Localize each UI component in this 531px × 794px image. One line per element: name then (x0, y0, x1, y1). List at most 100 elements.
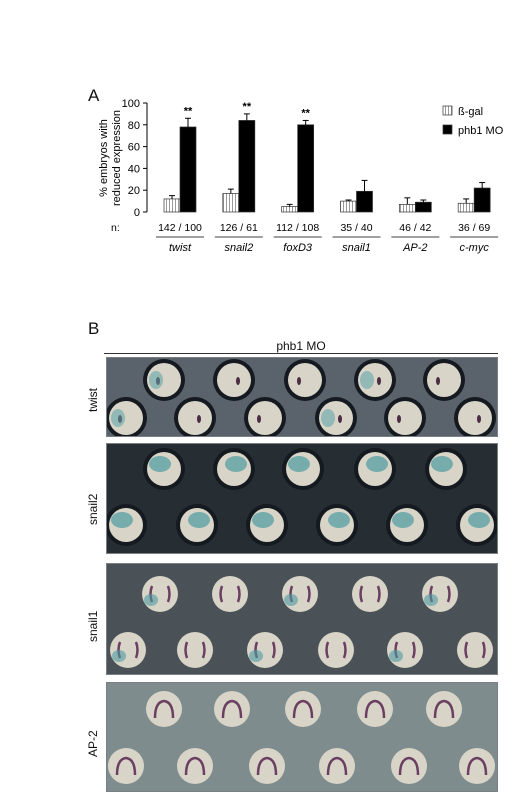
n-value: 36 / 69 (458, 222, 490, 234)
embryo-stain (219, 585, 241, 603)
n-value: 112 / 108 (276, 222, 319, 234)
panel-b-letter: B (88, 319, 100, 338)
embryo (177, 632, 213, 668)
embryo-stain (111, 512, 133, 528)
bar-phb1-ap-2 (414, 201, 432, 213)
y-tick-label: 40 (128, 163, 140, 175)
category-label: snail1 (342, 242, 371, 254)
embryo (459, 748, 495, 784)
n-label: n: (111, 222, 120, 234)
y-axis-label: % embryos withreduced expression (98, 110, 123, 206)
bar-bgal-snail1 (340, 200, 357, 213)
embryo-stain (468, 512, 490, 528)
photo-ap2 (106, 682, 498, 792)
embryo-stain (297, 377, 301, 385)
row-label-twist: twist (86, 388, 100, 412)
embryo-stain (256, 756, 278, 776)
bar-bgal-twist (163, 198, 181, 213)
embryo-stain (288, 456, 310, 472)
n-value: 35 / 40 (340, 222, 372, 234)
embryo (214, 691, 250, 727)
embryo-stain (366, 456, 388, 472)
bar-bgal-ap-2 (398, 204, 416, 213)
embryo-stain (225, 456, 247, 472)
embryo (422, 576, 458, 612)
embryo (285, 691, 321, 727)
bar-phb1-twist (179, 126, 197, 213)
bar-phb1-snail2 (238, 120, 256, 213)
row-label-snail2: snail2 (86, 493, 100, 525)
n-value: 46 / 42 (399, 222, 431, 234)
y-tick-label: 60 (128, 142, 140, 154)
header-rule (104, 353, 498, 354)
embryo (457, 632, 493, 668)
embryo-stain (144, 594, 158, 606)
embryo (391, 748, 427, 784)
embryo (319, 748, 355, 784)
embryo-stain (338, 415, 342, 423)
photo-snail1 (106, 563, 498, 675)
photo-snail2 (106, 443, 498, 554)
embryo-stain (392, 512, 414, 528)
category-label: twist (169, 242, 192, 254)
embryo-stain (149, 371, 163, 389)
embryo-stain (433, 699, 455, 719)
embryo-stain (431, 456, 453, 472)
embryo (177, 748, 213, 784)
significance-marker: ** (301, 107, 310, 119)
n-value: 142 / 100 (158, 222, 202, 234)
bar-phb1-c-myc (473, 187, 491, 213)
y-tick-label: 80 (128, 120, 140, 132)
embryo-stain (328, 512, 350, 528)
bar-chart: 0 20 40 60 80 100% embryos withreduced expres… (98, 98, 504, 254)
category-label: AP-2 (402, 242, 427, 254)
embryo-stain (292, 699, 314, 719)
phb1-mo-header: phb1 MO (276, 339, 326, 353)
n-value: 126 / 61 (220, 222, 258, 234)
embryo (388, 401, 422, 435)
embryo-stain (249, 650, 263, 662)
photo-twist (106, 357, 498, 437)
embryo-stain (398, 756, 420, 776)
legend-label: ß-gal (458, 106, 483, 118)
legend-label: phb1 MO (458, 125, 504, 137)
bar-phb1-foxd3 (297, 124, 315, 213)
embryo-stain (111, 409, 125, 427)
y-tick-label: 100 (122, 98, 140, 110)
embryo (178, 401, 212, 435)
category-label: c-myc (460, 242, 490, 254)
embryo-stain (377, 377, 381, 385)
embryo (458, 401, 492, 435)
embryo-stain (360, 371, 374, 389)
category-label: foxD3 (283, 242, 313, 254)
bar-bgal-foxd3 (281, 206, 299, 213)
panel-a-letter: A (88, 86, 100, 105)
embryo-stain (221, 699, 243, 719)
bar-phb1-snail1 (356, 190, 373, 213)
bar-bgal-c-myc (457, 202, 475, 213)
embryo-stain (112, 650, 126, 662)
embryo-stain (257, 415, 261, 423)
row-label-ap2: AP-2 (86, 730, 100, 757)
embryo-stain (321, 409, 335, 427)
embryo-stain (325, 641, 347, 659)
embryo-stain (464, 641, 486, 659)
embryo-stain (477, 415, 481, 423)
embryo (217, 363, 251, 397)
embryo (142, 576, 178, 612)
embryo-stain (153, 699, 175, 719)
embryo-stain (389, 650, 403, 662)
embryo (357, 691, 393, 727)
embryo-stain (149, 456, 171, 472)
embryo (108, 748, 144, 784)
embryo-stain (197, 415, 201, 423)
embryo-stain (359, 585, 381, 603)
y-tick-label: 20 (128, 185, 140, 197)
row-label-snail1: snail1 (86, 610, 100, 642)
embryo-stain (424, 594, 438, 606)
bar-bgal-snail2 (222, 193, 240, 213)
embryo-stain (236, 377, 240, 385)
embryo (352, 576, 388, 612)
embryo (110, 632, 146, 668)
embryo (426, 691, 462, 727)
